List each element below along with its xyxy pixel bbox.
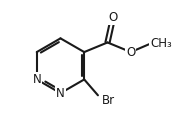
Text: O: O <box>108 11 118 24</box>
Text: N: N <box>32 73 41 86</box>
Text: N: N <box>56 87 65 100</box>
Text: CH₃: CH₃ <box>150 37 172 50</box>
Text: Br: Br <box>102 94 115 106</box>
Text: O: O <box>126 46 135 58</box>
